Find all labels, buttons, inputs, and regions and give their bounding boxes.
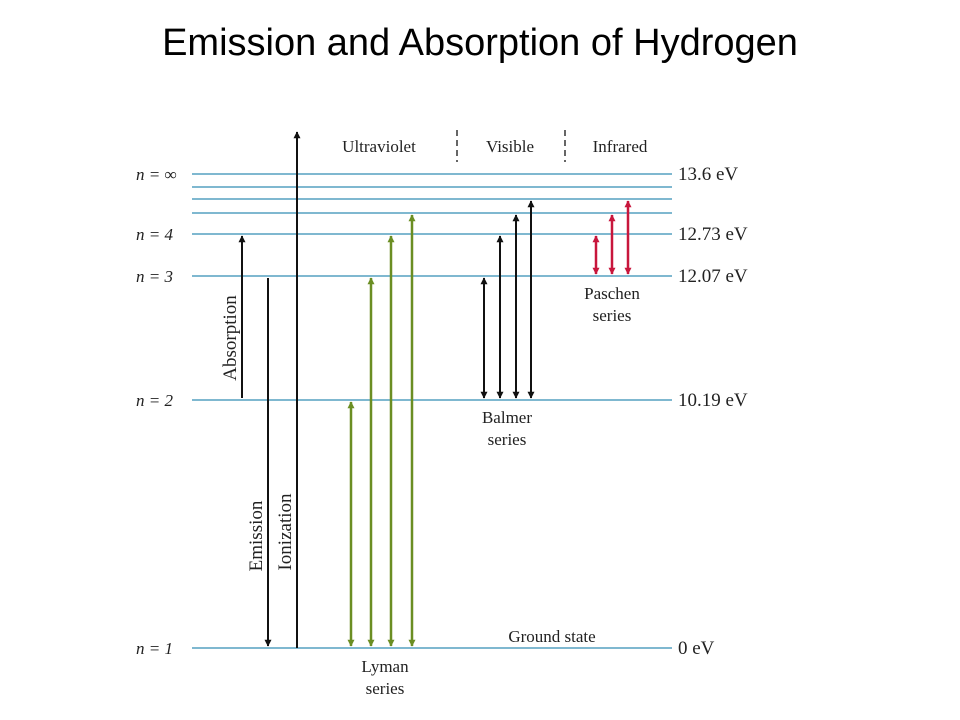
paschen-series-arrows [592,200,632,275]
energy-label-n-infinity: 13.6 eV [678,164,738,185]
energy-label-n-2: 10.19 eV [678,390,748,411]
level-label-n-3: n = 3 [136,267,173,286]
level-label-n-4: n = 4 [136,225,173,244]
balmer-series-label: Balmer [482,408,532,427]
balmer-series-arrows [480,200,535,399]
emission-label: Emission [246,500,267,571]
slide-title: Emission and Absorption of Hydrogen [162,22,798,64]
absorption-label: Absorption [220,295,241,381]
region-label-ultraviolet: Ultraviolet [342,137,416,156]
lyman-series-label-line2: series [366,679,405,698]
energy-label-n-4: 12.73 eV [678,224,748,245]
paschen-series-label: Paschen [584,284,640,303]
energy-label-n-1: 0 eV [678,638,715,659]
lyman-series-label: Lyman [361,657,409,676]
level-label-n-infinity: n = ∞ [136,165,177,184]
lyman-series-arrows [347,214,416,647]
energy-levels [192,173,672,649]
ionization-label: Ionization [275,493,296,571]
paschen-series-label-line2: series [593,306,632,325]
level-label-n-2: n = 2 [136,391,173,410]
region-label-visible: Visible [486,137,534,156]
level-label-n-1: n = 1 [136,639,173,658]
balmer-series-label-line2: series [488,430,527,449]
ground-state-label: Ground state [508,627,595,646]
energy-label-n-3: 12.07 eV [678,266,748,287]
region-label-infrared: Infrared [593,137,648,156]
